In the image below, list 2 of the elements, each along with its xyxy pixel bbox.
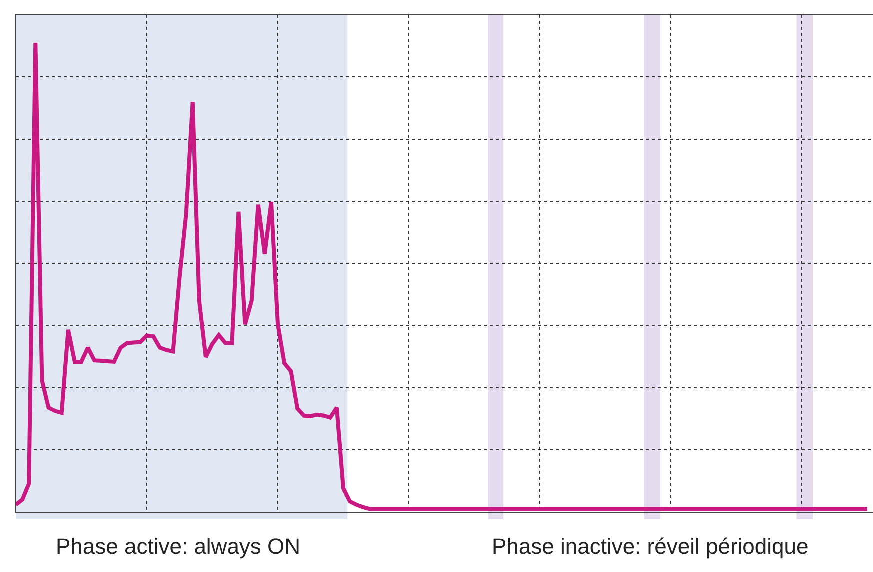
text: Phase inactive: réveil périodique [492,534,809,559]
text: Phase active: always ON [56,534,301,559]
